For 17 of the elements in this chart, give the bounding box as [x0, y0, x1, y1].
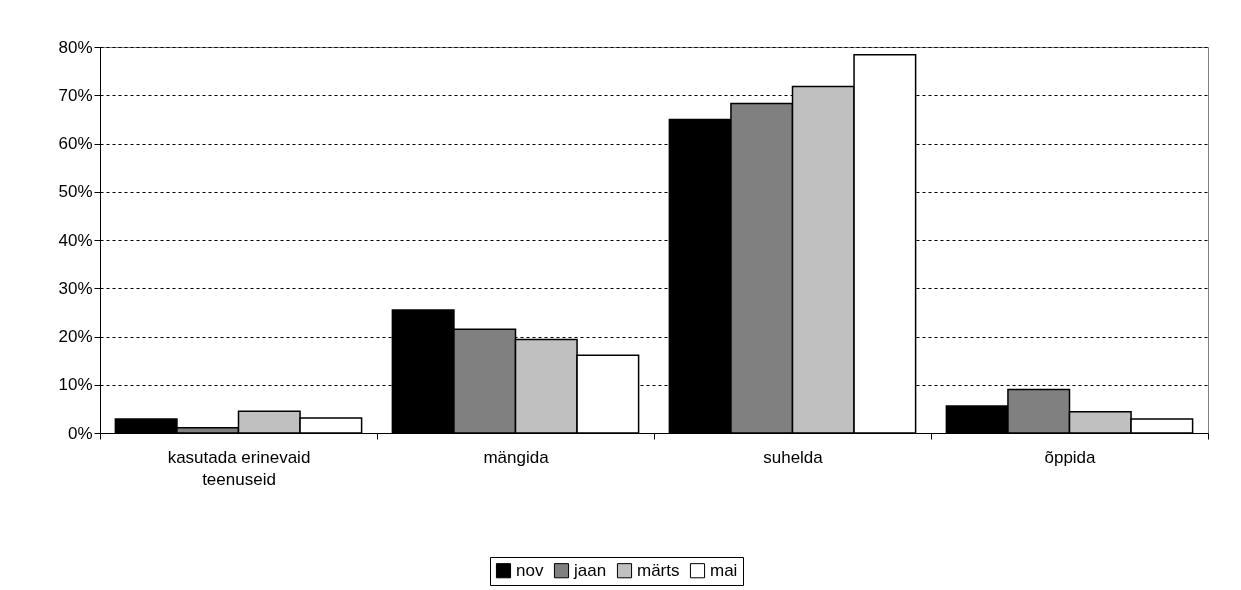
y-tick-label: 0% — [67, 423, 93, 443]
y-tick-label: 50% — [58, 182, 93, 202]
x-tick-label: mängida — [483, 447, 550, 467]
y-tick-label: 30% — [58, 278, 93, 298]
y-tick-label: 70% — [58, 85, 93, 105]
legend-label: jaan — [573, 560, 607, 580]
x-tick-label: õppida — [1044, 447, 1097, 467]
y-tick-label: 20% — [58, 327, 93, 346]
legend-label: nov — [516, 560, 544, 580]
y-tick-label: 40% — [58, 230, 93, 250]
legend-label: mai — [710, 560, 738, 580]
y-tick-label: 80% — [58, 37, 93, 57]
x-tick-label: kasutada erinevaid teenuseid — [167, 447, 311, 489]
x-tick-label: suhelda — [763, 447, 824, 467]
y-tick-label: 10% — [58, 375, 93, 395]
legend-label: märts — [637, 560, 680, 580]
y-tick-label: 60% — [58, 134, 93, 153]
